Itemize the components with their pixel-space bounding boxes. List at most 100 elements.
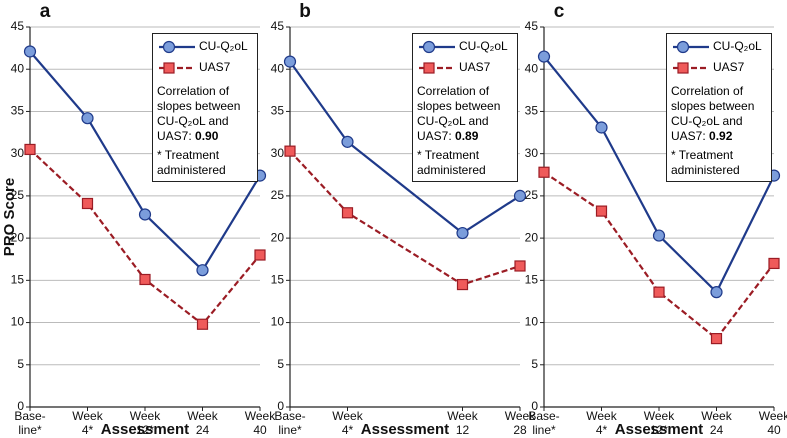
annotation: Correlation of slopes between CU-Q₂oL an… — [157, 84, 255, 144]
y-tick-label: 25 — [525, 188, 539, 202]
y-tick-label: 30 — [525, 146, 539, 160]
x-tick-label: 40 — [767, 423, 781, 437]
x-axis-title: Assessment — [101, 421, 189, 438]
legend-marker — [159, 40, 195, 53]
y-tick-label: 30 — [11, 146, 25, 160]
annotation-text: Correlation of slopes between CU-Q₂oL an… — [671, 84, 755, 143]
point — [676, 40, 690, 53]
legend-entry: CU-Q₂oL — [157, 36, 255, 57]
point — [537, 50, 551, 63]
correlation-value: 0.89 — [455, 129, 479, 143]
y-tick-label: 0 — [17, 399, 24, 413]
footnote: * Treatment administered — [671, 148, 740, 177]
y-tick-label: 5 — [277, 357, 284, 371]
x-tick-label: 4* — [82, 423, 94, 437]
x-tick-label: Base- — [528, 409, 559, 423]
x-tick-label: Week — [245, 409, 276, 423]
x-tick-label: Base- — [274, 409, 305, 423]
point — [341, 135, 354, 148]
y-tick-label: 15 — [525, 273, 539, 287]
panel: 051015202530354045Base-line*Week4*Week12… — [525, 1, 787, 438]
point — [196, 264, 209, 277]
legend-marker — [419, 61, 455, 74]
y-tick-label: 10 — [525, 315, 539, 329]
y-tick-label: 0 — [531, 399, 538, 413]
legend-label: UAS7 — [713, 60, 745, 74]
correlation-value: 0.92 — [709, 129, 733, 143]
x-tick-label: Base- — [14, 409, 45, 423]
point — [538, 166, 550, 178]
legend-entry: UAS7 — [157, 57, 255, 78]
point — [768, 257, 780, 270]
legend-entry: UAS7 — [671, 57, 769, 78]
y-tick-label: 25 — [271, 188, 285, 202]
y-tick-label: 25 — [11, 188, 25, 202]
panel-label: b — [299, 1, 311, 22]
panel-label: a — [40, 1, 51, 22]
x-tick-label: Week — [759, 409, 787, 423]
legend-label: UAS7 — [459, 60, 491, 74]
x-tick-label: Week — [701, 409, 732, 423]
y-tick-label: 30 — [271, 146, 285, 160]
y-tick-label: 20 — [11, 230, 25, 244]
point — [653, 286, 665, 298]
x-tick-label: Week — [130, 409, 161, 423]
y-tick-label: 0 — [277, 399, 284, 413]
y-tick-label: 35 — [11, 104, 25, 118]
legend-marker — [673, 61, 709, 74]
point — [81, 197, 94, 210]
y-tick-label: 15 — [11, 273, 25, 287]
x-tick-label: 12* — [136, 423, 154, 437]
x-tick-label: 4* — [342, 423, 354, 437]
annotation: Correlation of slopes between CU-Q₂oL an… — [417, 84, 515, 144]
x-tick-label: Week — [505, 409, 536, 423]
y-tick-label: 35 — [525, 104, 539, 118]
footnote: * Treatment administered — [417, 148, 486, 177]
legend-label: UAS7 — [199, 60, 231, 74]
footnote: * Treatment administered — [157, 148, 226, 177]
point — [710, 333, 723, 345]
point — [341, 207, 354, 219]
legend-entry: CU-Q₂oL — [417, 36, 515, 57]
point — [710, 286, 723, 299]
x-tick-label: line* — [532, 423, 556, 437]
point — [283, 55, 297, 68]
point — [513, 189, 527, 202]
point — [456, 278, 469, 291]
point — [652, 229, 666, 242]
annotation-text: Correlation of slopes between CU-Q₂oL an… — [417, 84, 501, 143]
point — [677, 61, 689, 74]
x-tick-label: Week — [332, 409, 363, 423]
y-tick-label: 5 — [17, 357, 24, 371]
annotation: Correlation of slopes between CU-Q₂oL an… — [671, 84, 769, 144]
x-tick-label: 24 — [196, 423, 210, 437]
y-tick-label: 40 — [11, 61, 25, 75]
x-tick-label: 40 — [253, 423, 267, 437]
legend-marker — [419, 40, 455, 53]
legend: CU-Q₂oL UAS7 Correlation of slopes between… — [666, 33, 772, 182]
x-tick-label: line* — [278, 423, 302, 437]
point — [81, 112, 94, 125]
x-axis-title: Assessment — [615, 421, 703, 438]
point — [423, 61, 435, 74]
y-tick-label: 5 — [531, 357, 538, 371]
y-tick-label: 10 — [271, 315, 285, 329]
point — [284, 145, 296, 157]
panel-label: c — [554, 1, 565, 22]
x-tick-label: 12 — [456, 423, 470, 437]
y-tick-label: 45 — [525, 19, 539, 33]
point — [595, 205, 608, 217]
series-line — [289, 60, 521, 235]
legend: CU-Q₂oL UAS7 Correlation of slopes between… — [152, 33, 258, 182]
point — [456, 226, 469, 240]
y-tick-label: 10 — [11, 315, 25, 329]
y-tick-label: 40 — [525, 61, 539, 75]
y-tick-label: 20 — [525, 230, 539, 244]
x-tick-label: line* — [18, 423, 42, 437]
legend-label: CU-Q₂oL — [713, 39, 762, 53]
y-tick-label: 15 — [271, 273, 285, 287]
y-tick-label: 35 — [271, 104, 285, 118]
point — [254, 249, 266, 261]
point — [422, 40, 436, 53]
